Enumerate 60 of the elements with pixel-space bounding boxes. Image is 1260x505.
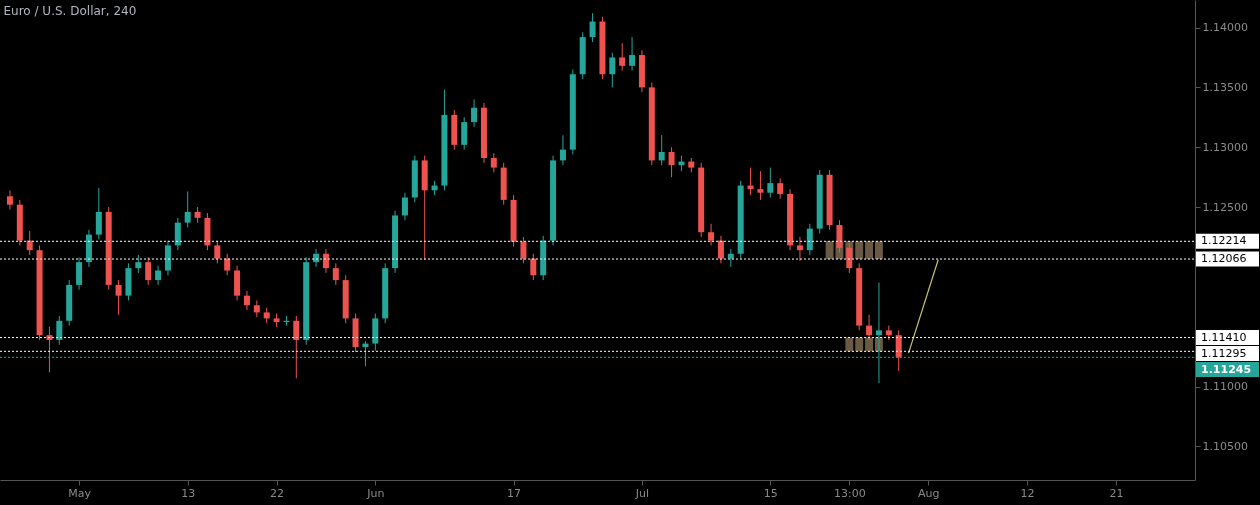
x-tick-label: 13:00 (833, 486, 866, 500)
candlestick (224, 253, 231, 276)
candlestick (609, 52, 616, 88)
y-tick-label: 1.14000 (1202, 21, 1248, 35)
candlestick (717, 235, 724, 264)
candlestick (56, 315, 63, 346)
y-tick-label: 1.12500 (1202, 200, 1248, 214)
candlestick (46, 326, 53, 373)
x-tick-label: May (68, 486, 92, 500)
ref-line-label: 1.11410 (1201, 330, 1247, 344)
y-tick-label: 1.13000 (1202, 140, 1248, 154)
x-tick-label: 12 (1020, 486, 1035, 500)
candlestick (658, 134, 665, 166)
candlestick (708, 223, 715, 246)
ref-line-label: 1.12066 (1201, 252, 1247, 266)
candlestick (530, 253, 537, 281)
candlestick (214, 240, 221, 264)
x-tick-label: Jul (634, 486, 650, 500)
candlestick (895, 329, 902, 372)
ref-line-label: 1.12214 (1201, 234, 1247, 248)
x-tick-label: Jun (366, 486, 385, 500)
candlestick (777, 177, 784, 200)
candlestick (629, 36, 636, 72)
candlestick (490, 152, 497, 173)
candlestick (806, 223, 813, 256)
candlestick (401, 192, 408, 221)
chart-title: Euro / U.S. Dollar, 240 (3, 4, 137, 18)
candlestick (796, 236, 803, 262)
candlestick (757, 170, 764, 201)
x-tick-label: 22 (270, 486, 285, 500)
candlestick (76, 256, 83, 291)
candlestick (668, 146, 675, 178)
candlestick (332, 262, 339, 286)
candlestick (243, 290, 250, 311)
candlestick (619, 42, 626, 72)
y-tick-label: 1.10500 (1202, 439, 1248, 453)
ref-line-label: 1.11295 (1201, 346, 1247, 360)
candlestick (155, 265, 162, 286)
candlestick (145, 256, 152, 286)
x-tick-label: 15 (763, 486, 778, 500)
candlestick (115, 279, 122, 316)
candlestick (293, 315, 300, 379)
x-tick-label: 21 (1109, 486, 1124, 500)
candlestick (6, 189, 13, 210)
candlestick (95, 187, 102, 240)
candlestick (559, 134, 566, 166)
candlestick (184, 191, 191, 228)
candlestick (174, 217, 181, 251)
x-tick-label: 13 (181, 486, 196, 500)
y-tick-label: 1.11000 (1202, 380, 1248, 394)
x-tick-label: Aug (918, 486, 940, 500)
x-tick-label: 17 (507, 486, 522, 500)
candlestick (461, 116, 468, 151)
y-tick-label: 1.13500 (1202, 80, 1248, 94)
ref-line-label: 1.11245 (1201, 362, 1252, 376)
candlestick (471, 98, 478, 128)
candlestick (322, 248, 329, 274)
candlestick (520, 236, 527, 264)
candlestick (767, 167, 774, 199)
candlestick (589, 12, 596, 43)
